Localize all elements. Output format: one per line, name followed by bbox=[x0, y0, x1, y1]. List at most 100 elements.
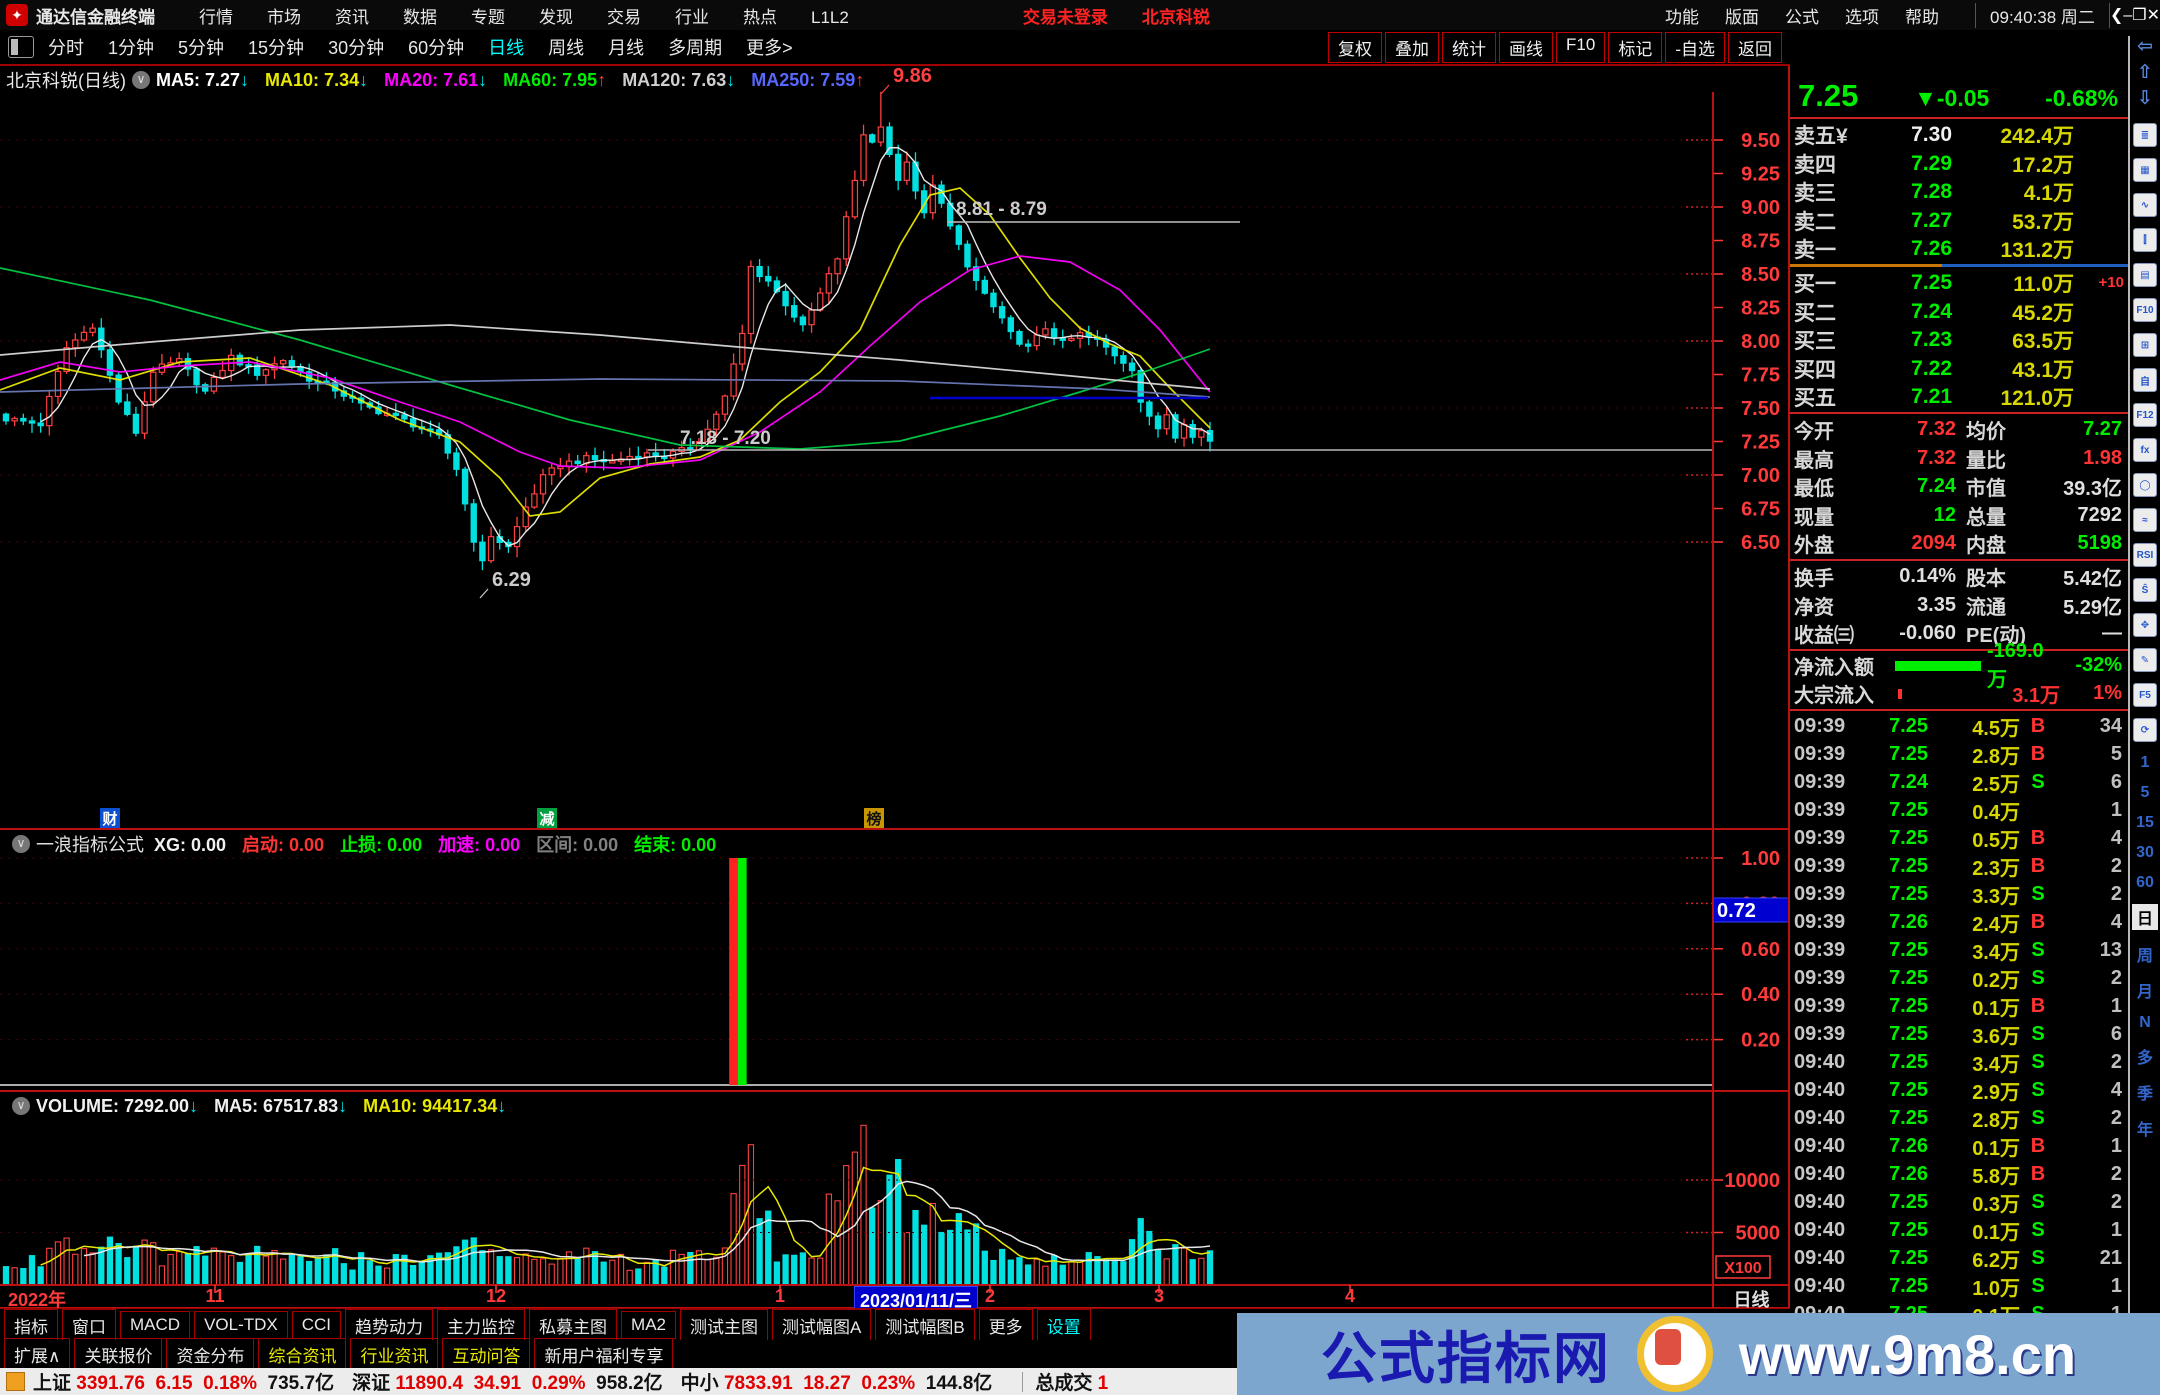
toolbar-button-4[interactable]: F10 bbox=[1556, 32, 1606, 63]
tab-设置[interactable]: 设置 bbox=[1036, 1308, 1091, 1342]
timeframe-toolbar: 分时 1分钟 5分钟 15分钟 30分钟 60分钟 日线 周线 月线 多周期 更多> 复权 叠加 统计画… bbox=[0, 30, 1790, 66]
svg-text:5000: 5000 bbox=[1736, 1223, 1781, 1245]
toolbar-button-2[interactable]: 统计 bbox=[1442, 32, 1497, 63]
menu-right-item-4[interactable]: 帮助 bbox=[1905, 7, 1940, 27]
timeframe-7[interactable]: 周线 bbox=[548, 38, 585, 58]
menu-item-4[interactable]: 专题 bbox=[471, 7, 505, 27]
tab2-资金分布[interactable]: 资金分布 bbox=[166, 1337, 255, 1371]
watermark-banner[interactable]: 公式指标网 www.9m8.cn bbox=[1237, 1313, 2160, 1395]
back-button[interactable]: ❮ bbox=[2109, 7, 2124, 24]
menu-item-5[interactable]: 发现 bbox=[539, 7, 573, 27]
wave-icon[interactable]: ≈ bbox=[2133, 508, 2157, 532]
trend-chart-icon[interactable]: ∿ bbox=[2133, 193, 2157, 217]
period-季[interactable]: 季 bbox=[2136, 1086, 2153, 1103]
main-chart[interactable]: 8.81 - 8.79 7.18 - 7.20 9.86 6.29 财 减 榜 9.50 9.2… bbox=[0, 66, 1790, 1312]
menu-item-8[interactable]: 热点 bbox=[743, 7, 777, 27]
tab2-综合资讯[interactable]: 综合资讯 bbox=[258, 1337, 347, 1371]
login-status[interactable]: 交易未登录 bbox=[1022, 7, 1108, 27]
tab-更多[interactable]: 更多 bbox=[978, 1308, 1033, 1342]
timeframe-0[interactable]: 分时 bbox=[48, 38, 84, 58]
tab-CCI[interactable]: CCI bbox=[291, 1311, 342, 1339]
period-N[interactable]: N bbox=[2139, 1014, 2151, 1031]
tab2-行业资讯[interactable]: 行业资讯 bbox=[350, 1337, 439, 1371]
tab2-扩展∧[interactable]: 扩展∧ bbox=[4, 1337, 71, 1371]
period-日[interactable]: 日 bbox=[2131, 904, 2158, 930]
tab-测试主图[interactable]: 测试主图 bbox=[680, 1308, 768, 1342]
period-周[interactable]: 周 bbox=[2136, 948, 2153, 965]
menu-item-2[interactable]: 资讯 bbox=[335, 7, 369, 27]
f10-info-icon[interactable]: F10 bbox=[2133, 298, 2157, 322]
time-label-0: 2022年 bbox=[8, 1290, 67, 1310]
period-年[interactable]: 年 bbox=[2136, 1122, 2153, 1139]
timeframe-1[interactable]: 1分钟 bbox=[108, 38, 155, 58]
minimize-button[interactable]: – bbox=[2123, 7, 2133, 24]
toolbar-button-3[interactable]: 画线 bbox=[1499, 32, 1554, 63]
tab-MA2[interactable]: MA2 bbox=[621, 1311, 676, 1339]
period-30[interactable]: 30 bbox=[2136, 844, 2154, 861]
timeframe-5[interactable]: 60分钟 bbox=[408, 38, 465, 58]
self-select-icon[interactable]: 自 bbox=[2133, 368, 2157, 392]
period-多[interactable]: 多 bbox=[2136, 1050, 2153, 1067]
up-arrow-icon[interactable]: ⇧ bbox=[2137, 62, 2153, 83]
period-5[interactable]: 5 bbox=[2140, 784, 2150, 801]
restore-button[interactable]: ❐ bbox=[2132, 7, 2147, 24]
tab-MACD[interactable]: MACD bbox=[120, 1311, 191, 1339]
split-window-icon[interactable] bbox=[8, 36, 34, 58]
rsi-icon[interactable]: RSI bbox=[2133, 543, 2157, 567]
money-flow-icon[interactable]: Ŝ bbox=[2133, 578, 2157, 602]
refresh-icon[interactable]: ⟳ bbox=[2133, 718, 2157, 742]
board-view-icon[interactable]: ▦ bbox=[2133, 158, 2157, 182]
formula-icon[interactable]: fx bbox=[2133, 438, 2157, 462]
tab2-关联报价[interactable]: 关联报价 bbox=[74, 1337, 163, 1371]
timeframe-9[interactable]: 多周期 bbox=[668, 38, 723, 58]
menu-right-item-1[interactable]: 版面 bbox=[1725, 7, 1760, 27]
toolbar-button-1[interactable]: 叠加 bbox=[1385, 32, 1440, 63]
menu-item-3[interactable]: 数据 bbox=[403, 7, 437, 27]
timeframe-8[interactable]: 月线 bbox=[608, 38, 645, 58]
tab-VOL-TDX[interactable]: VOL-TDX bbox=[194, 1311, 288, 1339]
report-page-icon[interactable]: ▤ bbox=[2133, 263, 2157, 287]
chevron-down-icon[interactable]: ∨ bbox=[12, 835, 30, 853]
back-arrow-icon[interactable]: ⇦ bbox=[2137, 36, 2153, 57]
timeframe-2[interactable]: 5分钟 bbox=[178, 38, 225, 58]
toolbar-button-7[interactable]: 返回 bbox=[1728, 32, 1782, 63]
f5-refresh-icon[interactable]: F5 bbox=[2133, 683, 2157, 707]
timeframe-3[interactable]: 15分钟 bbox=[248, 38, 305, 58]
menu-item-1[interactable]: 市场 bbox=[267, 7, 301, 27]
menu-item-6[interactable]: 交易 bbox=[607, 7, 641, 27]
draw-pencil-icon[interactable]: ✎ bbox=[2133, 648, 2157, 672]
chevron-down-icon[interactable]: ∨ bbox=[12, 1097, 30, 1115]
menu-right-item-2[interactable]: 公式 bbox=[1785, 7, 1820, 27]
timeframe-4[interactable]: 30分钟 bbox=[328, 38, 385, 58]
current-stock-label[interactable]: 北京科锐 bbox=[1141, 7, 1210, 27]
menu-item-7[interactable]: 行业 bbox=[675, 7, 709, 27]
ring-icon[interactable]: ◯ bbox=[2133, 473, 2157, 497]
quote-list-icon[interactable]: ≣ bbox=[2133, 123, 2157, 147]
period-1[interactable]: 1 bbox=[2140, 754, 2150, 771]
menu-item-9[interactable]: L1L2 bbox=[811, 7, 849, 27]
tab-测试幅图A[interactable]: 测试幅图A bbox=[772, 1308, 872, 1342]
f12-trade-icon[interactable]: F12 bbox=[2133, 403, 2157, 427]
svg-text:7.00: 7.00 bbox=[1741, 465, 1780, 487]
move-icon[interactable]: ✥ bbox=[2133, 613, 2157, 637]
tab-测试幅图B[interactable]: 测试幅图B bbox=[875, 1308, 975, 1342]
period-月[interactable]: 月 bbox=[2136, 984, 2153, 1001]
down-arrow-icon[interactable]: ⇩ bbox=[2137, 88, 2153, 109]
tab2-新用户福利专享[interactable]: 新用户福利专享 bbox=[534, 1337, 674, 1371]
chevron-down-icon[interactable]: ∨ bbox=[132, 71, 150, 89]
status-icon[interactable] bbox=[6, 1372, 25, 1391]
menu-right-item-3[interactable]: 选项 bbox=[1845, 7, 1880, 27]
toolbar-button-6[interactable]: -自选 bbox=[1665, 32, 1725, 63]
period-60[interactable]: 60 bbox=[2136, 874, 2154, 891]
kline-chart-icon[interactable]: ⫿ bbox=[2133, 228, 2157, 252]
timeframe-10[interactable]: 更多> bbox=[746, 38, 793, 58]
timeframe-6[interactable]: 日线 bbox=[488, 38, 525, 58]
block-tree-icon[interactable]: ⊞ bbox=[2133, 333, 2157, 357]
menu-right-item-0[interactable]: 功能 bbox=[1665, 7, 1700, 27]
close-button[interactable]: ✕ bbox=[2146, 7, 2160, 24]
tab2-互动问答[interactable]: 互动问答 bbox=[442, 1337, 531, 1371]
toolbar-button-5[interactable]: 标记 bbox=[1608, 32, 1663, 63]
toolbar-button-0[interactable]: 复权 bbox=[1328, 32, 1383, 63]
period-15[interactable]: 15 bbox=[2136, 814, 2154, 831]
menu-item-0[interactable]: 行情 bbox=[199, 7, 233, 27]
